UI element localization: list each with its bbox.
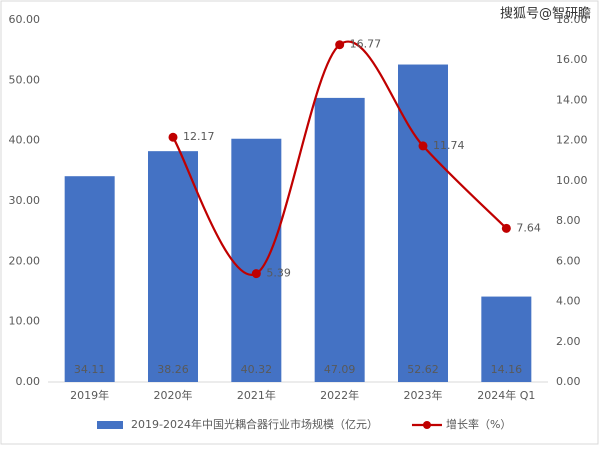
line-marker <box>251 269 261 279</box>
y2-tick-label: 16.00 <box>556 53 588 66</box>
watermark: 搜狐号@智研瞻 <box>500 7 591 22</box>
bar <box>481 296 532 382</box>
y2-tick-label: 12.00 <box>556 134 588 147</box>
x-tick-label: 2021年 <box>237 388 276 402</box>
y-tick-label: 10.00 <box>9 315 41 328</box>
x-tick-label: 2023年 <box>404 388 443 402</box>
x-tick-label: 2019年 <box>70 388 109 402</box>
line-marker <box>168 132 178 142</box>
legend-swatch <box>97 421 123 429</box>
legend-label: 2019-2024年中国光耦合器行业市场规模（亿元） <box>131 417 378 431</box>
y2-tick-label: 14.00 <box>556 93 588 106</box>
y-tick-label: 40.00 <box>9 134 41 147</box>
bar <box>398 64 448 382</box>
line-value-label: 16.77 <box>350 38 382 51</box>
x-tick-label: 2022年 <box>320 388 359 402</box>
line-value-label: 7.64 <box>516 221 541 234</box>
y2-tick-label: 8.00 <box>556 214 581 227</box>
bar-value-label: 34.11 <box>74 363 106 376</box>
line-value-label: 5.39 <box>266 267 291 280</box>
bar-value-label: 38.26 <box>157 363 189 376</box>
bar-value-label: 52.62 <box>407 363 439 376</box>
bar-value-label: 14.16 <box>491 363 523 376</box>
y2-tick-label: 4.00 <box>556 295 581 308</box>
bar <box>314 97 365 383</box>
y-tick-label: 30.00 <box>9 194 41 207</box>
y2-tick-label: 10.00 <box>556 174 588 187</box>
growth-line <box>172 40 508 276</box>
x-tick-label: 2020年 <box>154 388 193 402</box>
y-tick-label: 20.00 <box>9 254 41 267</box>
y2-tick-label: 18.00 <box>556 13 588 26</box>
y-tick-label: 0.00 <box>16 375 41 388</box>
y-tick-label: 60.00 <box>9 13 41 26</box>
x-tick-label: 2024年 Q1 <box>477 388 535 402</box>
bar <box>231 138 282 382</box>
line-value-label: 12.17 <box>183 130 215 143</box>
line-value-label: 11.74 <box>433 139 465 152</box>
y2-tick-label: 0.00 <box>556 375 581 388</box>
legend-marker <box>422 421 431 429</box>
y-tick-label: 50.00 <box>9 73 41 86</box>
bar-value-label: 47.09 <box>324 363 356 376</box>
legend-label: 增长率（%） <box>446 417 511 431</box>
y2-tick-label: 6.00 <box>556 254 581 267</box>
bar-value-label: 40.32 <box>241 363 273 376</box>
bar <box>64 176 115 382</box>
y2-tick-label: 2.00 <box>556 335 581 348</box>
line-marker <box>418 141 428 151</box>
bar <box>148 151 198 382</box>
line-marker <box>501 223 511 233</box>
line-marker <box>335 40 345 50</box>
